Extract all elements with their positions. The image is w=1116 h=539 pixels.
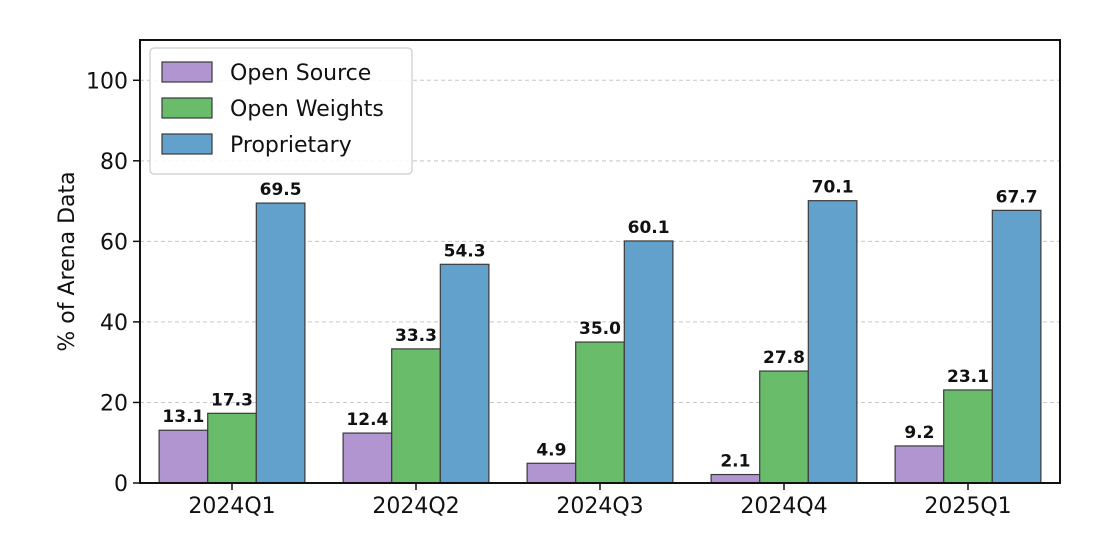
- bar-value-label: 4.9: [536, 440, 566, 460]
- bar-value-label: 2.1: [720, 452, 750, 472]
- bar-value-label: 67.7: [996, 187, 1038, 207]
- legend-label: Open Source: [230, 61, 371, 86]
- bar-open-weights-2025q1: [943, 389, 993, 484]
- bar-value-label: 12.4: [346, 410, 388, 430]
- bar-value-label: 9.2: [904, 423, 934, 443]
- bar-proprietary-2024q3: [623, 240, 674, 484]
- bar-value-label: 23.1: [947, 367, 989, 387]
- bar-proprietary-2024q2: [439, 263, 490, 484]
- bars: [158, 200, 1042, 484]
- legend-swatch-open-weights: [161, 97, 213, 119]
- bar-value-label: 60.1: [628, 218, 670, 238]
- legend: Open Source Open Weights Proprietary: [149, 47, 413, 175]
- bar-value-label: 13.1: [162, 407, 204, 427]
- axes: 0 20 40 60 80 100 2024Q1 2024Q2 2024Q3 2024Q4 2025…: [86, 69, 1012, 519]
- x-tick-label: 2025Q1: [924, 494, 1011, 519]
- bar-proprietary-2024q1: [255, 202, 306, 484]
- legend-swatch-proprietary: [161, 133, 213, 155]
- y-axis-title: % of Arena Data: [55, 171, 80, 351]
- legend-label: Proprietary: [230, 133, 352, 158]
- data-labels: 13.1 17.3 69.5 12.4 33.3 54.3 4.9 35.0 60.1 2.1 27…: [162, 178, 1037, 472]
- y-tick-label: 20: [100, 391, 128, 416]
- bar-open-source-2024q2: [342, 432, 393, 484]
- y-tick-label: 60: [100, 230, 128, 255]
- bar-open-weights-2024q4: [759, 370, 809, 484]
- bar-value-label: 17.3: [211, 390, 253, 410]
- bar-proprietary-2024q4: [807, 200, 858, 484]
- y-tick-label: 80: [100, 150, 128, 175]
- x-tick-label: 2024Q3: [556, 494, 643, 519]
- bar-open-source-2025q1: [894, 445, 945, 484]
- bar-open-weights-2024q3: [575, 341, 625, 484]
- x-tick-label: 2024Q2: [372, 494, 459, 519]
- x-tick-label: 2024Q1: [188, 494, 275, 519]
- x-tick-label: 2024Q4: [740, 494, 827, 519]
- bar-value-label: 69.5: [260, 180, 302, 200]
- y-tick-label: 100: [86, 69, 128, 94]
- bar-value-label: 54.3: [444, 241, 486, 261]
- bar-value-label: 27.8: [763, 348, 805, 368]
- bar-open-source-2024q4: [710, 473, 761, 484]
- bar-value-label: 33.3: [395, 326, 437, 346]
- y-tick-label: 0: [114, 472, 128, 497]
- bar-value-label: 70.1: [812, 178, 854, 198]
- bar-open-weights-2024q1: [207, 412, 257, 484]
- y-tick-label: 40: [100, 311, 128, 336]
- legend-label: Open Weights: [230, 97, 384, 122]
- bar-open-source-2024q1: [158, 429, 209, 484]
- bar-proprietary-2025q1: [991, 209, 1042, 484]
- bar-open-source-2024q3: [526, 462, 577, 484]
- bar-value-label: 35.0: [579, 319, 621, 339]
- legend-box: [149, 47, 413, 175]
- bar-open-weights-2024q2: [391, 348, 441, 484]
- gridlines: [140, 79, 1060, 403]
- legend-swatch-open-source: [161, 61, 213, 83]
- legend-items: Open Source Open Weights Proprietary: [161, 61, 384, 158]
